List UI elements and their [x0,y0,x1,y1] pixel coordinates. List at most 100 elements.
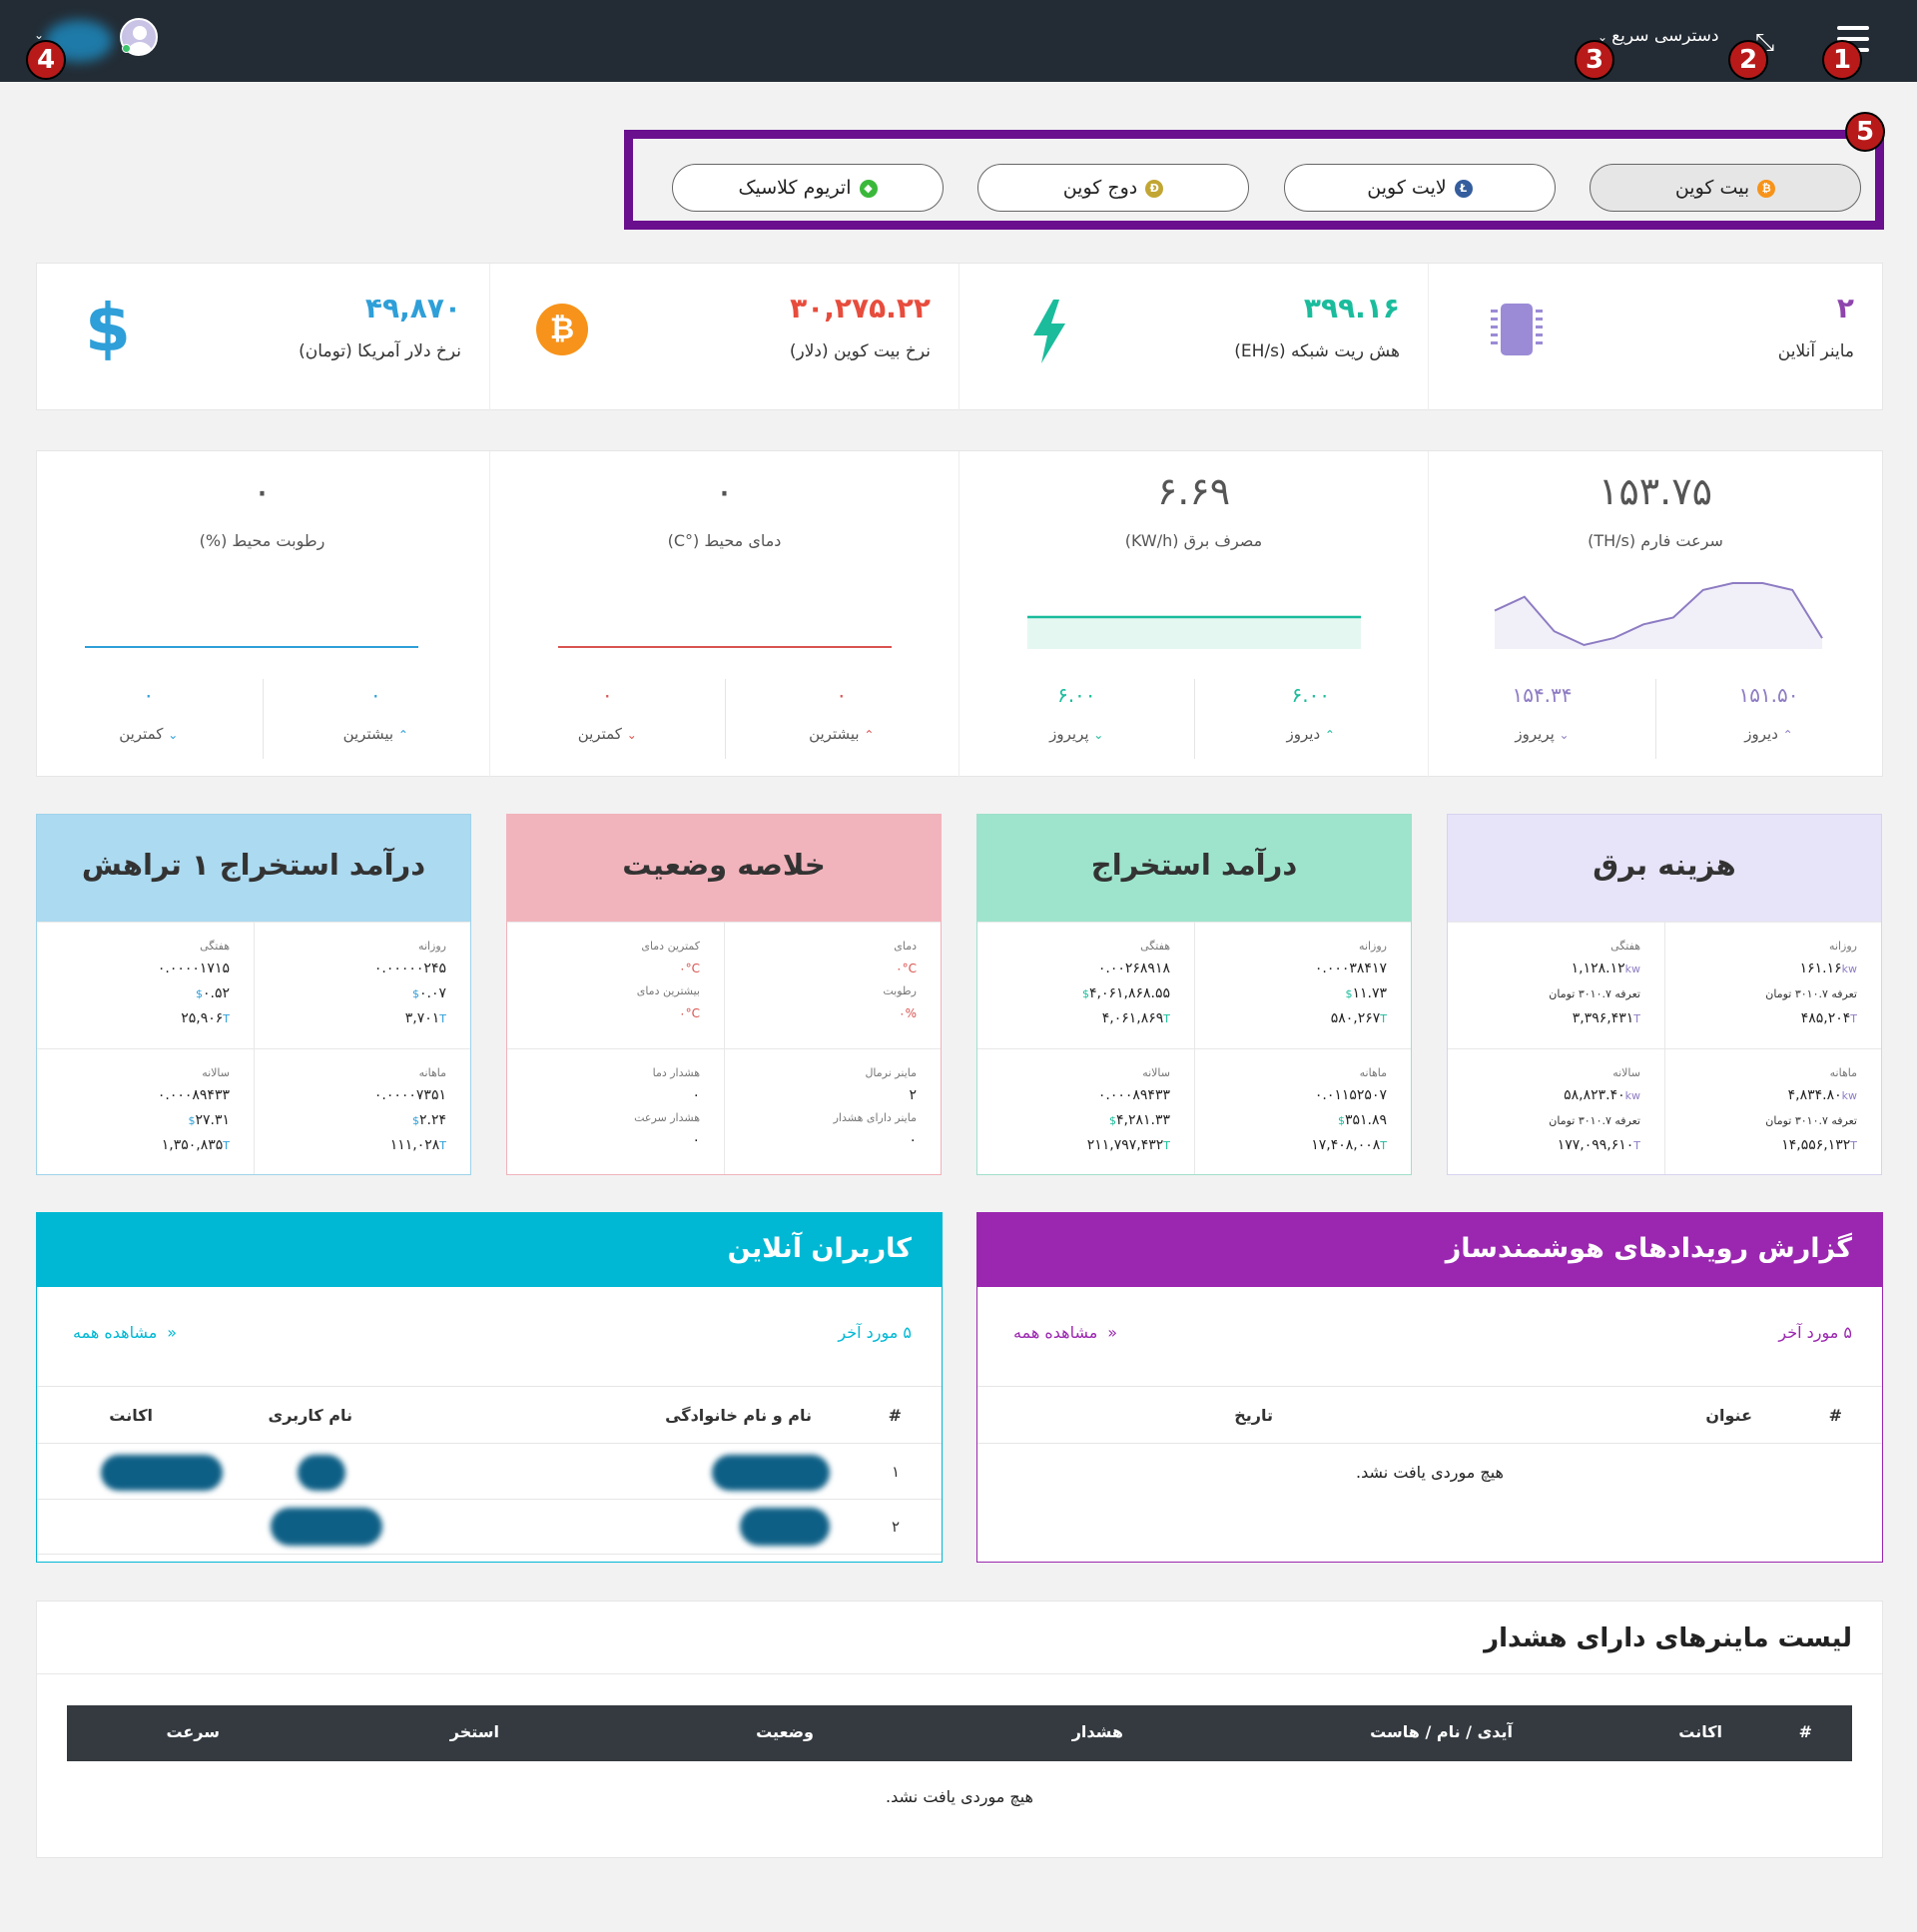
bitcoin-icon: ₿ [1757,179,1776,198]
view-all-link[interactable]: « مشاهده همه [73,1323,177,1342]
view-all-link[interactable]: « مشاهده همه [1013,1323,1117,1342]
usd-symbol: $ [411,1113,419,1127]
chevron-down-icon: ⌄ [1598,30,1608,44]
stat-online-miners: ۲ ماینر آنلاین [1428,264,1882,411]
list-title: کاربران آنلاین [37,1213,942,1287]
smart-events-report: گزارش رویدادهای هوشمندساز ۵ مورد آخر « مش… [976,1212,1883,1563]
compare-day-before: ۱۵۴.۳۴ ⌄ پریروز [1429,683,1655,743]
usd-value: ۴,۰۶۱,۸۶۸.۵۵ [1088,985,1170,1001]
coin-tab-litecoin[interactable]: Ł لایت کوین [1284,164,1556,212]
compare-label: کمترین [119,725,164,743]
chip-icon [1491,304,1543,355]
max-temp-value: ۰°C [679,1006,700,1020]
panel-status-summary: خلاصه وضعیت دمای ۰°C رطوبت ۰% کمترین دما… [506,814,942,1175]
toman-value: ۱۷۷,۰۹۹,۶۱۰ [1557,1136,1634,1153]
chevron-down-icon: ⌄ [1093,728,1104,742]
redacted-full-name [740,1508,830,1546]
dollar-icon: $ [85,290,131,366]
stat-label: نرخ دلار آمریکا (تومان) [299,341,461,361]
toman-symbol: T [1163,1012,1170,1025]
period-label: روزانه [1359,940,1387,953]
compare-value: ۰ [836,683,848,707]
coin-tab-bitcoin[interactable]: ₿ بیت کوین [1590,164,1861,212]
top-navbar: 1 ⤡ 2 دسترسی سریع⌄ 3 ⌄ 4 [0,0,1917,82]
ethereum-classic-icon: ◆ [859,179,878,198]
compare-day-before: ۶.۰۰ ⌄ پریروز [959,683,1194,743]
usd-value: ۳۵۱.۸۹ [1344,1111,1387,1128]
panel-per-terahash-income: درآمد استخراج ۱ تراهش روزانه ۰.۰۰۰۰۰۲۴۵ … [36,814,471,1175]
metric-value: ۰ [714,469,735,513]
metric-power-usage: ۶.۶۹ مصرف برق (KW/h) ۶.۰۰ ⌃ دیروز ۶.۰۰ ⌄… [958,451,1428,778]
view-all-label: مشاهده همه [73,1323,158,1342]
max-temp-label: بیشترین دمای [636,984,700,997]
metric-ambient-humidity: ۰ رطوبت محیط (%) ۰ ⌃ بیشترین ۰ ⌄ کمترین [35,451,489,778]
chevron-down-icon: ⌄ [626,728,637,742]
toman-value: ۱۴,۵۵۶,۱۳۲ [1781,1136,1851,1153]
miner-warnings-list: لیست ماینرهای دارای هشدار # اکانت آیدی /… [36,1601,1883,1858]
btc-value: ۰.۰۰۰۰۱۷۱۵ [157,961,230,976]
toman-symbol: T [439,1012,446,1025]
stat-label: نرخ بیت کوین (دلار) [789,341,931,361]
column-header: اکانت [109,1406,153,1425]
usd-value: ۰.۰۷ [418,985,446,1001]
column-header: عنوان [1705,1406,1752,1425]
toman-value: ۲۱۱,۷۹۷,۴۳۲ [1086,1136,1164,1153]
unit: kw [1624,963,1640,975]
btc-value: ۰.۰۰۰۸۹۴۳۳ [157,1086,230,1103]
empty-message: هیچ موردی یافت نشد. [1356,1463,1504,1482]
recent-count-label: ۵ مورد آخر [1778,1323,1852,1342]
panel-power-cost: هزینه برق روزانه ۱۶۱.۱۶kw تعرفه ۳۰۱۰.۷ ت… [1447,814,1882,1175]
table-row[interactable]: ۱ [37,1445,942,1500]
list-title: لیست ماینرهای دارای هشدار [1484,1623,1852,1653]
toman-symbol: T [223,1138,230,1152]
column-header: آیدی / نام / هاست [1370,1722,1513,1741]
sparkline-line [1494,582,1823,647]
speed-warning-value: ۰ [692,1131,700,1148]
toman-symbol: T [1380,1138,1387,1152]
metric-label: رطوبت محیط (%) [199,531,325,550]
summary-stats: ۲ ماینر آنلاین ۳۹۹.۱۶ هش ریت شبکه (EH/s)… [35,263,1883,411]
tariff: تعرفه ۳۰۱۰.۷ تومان [1549,987,1640,1000]
kw-value: ۵۸,۸۲۳.۴۰ [1564,1086,1625,1103]
table-row[interactable]: ۲ [37,1500,942,1555]
compare-label: پریروز [1049,725,1089,743]
temp-label: دمای [894,940,917,953]
divider [1655,679,1656,759]
toman-value: ۴۸۵,۲۰۴ [1800,1010,1851,1026]
tariff: تعرفه ۳۰۱۰.۷ تومان [1765,1113,1857,1127]
chevron-down-icon: ⌄ [168,728,179,742]
compare-label: بیشترین [809,725,860,743]
usd-symbol: $ [1345,987,1353,1000]
compare-max: ۰ ⌃ بیشترین [725,683,959,743]
chevron-up-icon: ⌃ [1782,728,1793,742]
stat-dollar-rate: ۴۹,۸۷۰ نرخ دلار آمریکا (تومان) $ [35,264,489,411]
period-label: هفتگی [1610,940,1640,953]
usd-value: ۲۷.۳۱ [195,1111,230,1128]
stat-value: ۲ [1836,292,1854,324]
usd-symbol: $ [188,1113,196,1127]
quick-access-dropdown[interactable]: دسترسی سریع⌄ [1598,26,1719,46]
unit: kw [1841,963,1857,975]
divider [262,679,264,759]
annotation-badge-2: 2 [1728,40,1768,80]
period-label: هفتگی [1140,940,1170,953]
btc-value: ۰.۰۰۰۰۰۲۴۵ [373,961,446,976]
coin-tab-ethereum-classic[interactable]: ◆ اتریوم کلاسیک [672,164,944,212]
btc-value: ۰.۰۱۱۵۲۵۰۷ [1314,1086,1387,1103]
period-label: هفتگی [200,940,230,953]
coin-tab-dogecoin[interactable]: Ð دوج کوین [977,164,1249,212]
panel-title: درآمد استخراج [977,815,1411,922]
speed-warning-label: هشدار سرعت [634,1110,700,1124]
compare-label: بیشترین [342,725,394,743]
metric-value: ۱۵۳.۷۵ [1598,469,1713,513]
compare-yesterday: ۱۵۱.۵۰ ⌃ دیروز [1655,683,1882,743]
period-label: سالانه [1142,1065,1170,1079]
row-number: ۲ [891,1518,900,1536]
period-label: سالانه [1612,1065,1640,1079]
user-menu-chevron-icon[interactable]: ⌄ [34,28,45,42]
toman-value: ۱۱۱,۰۲۸ [389,1136,440,1153]
unit: kw [1624,1088,1640,1102]
row-number: ۱ [891,1463,900,1481]
stat-bitcoin-rate: ۳۰,۲۷۵.۲۲ نرخ بیت کوین (دلار) ₿ [489,264,958,411]
btc-value: ۰.۰۰۲۶۸۹۱۸ [1097,961,1170,976]
